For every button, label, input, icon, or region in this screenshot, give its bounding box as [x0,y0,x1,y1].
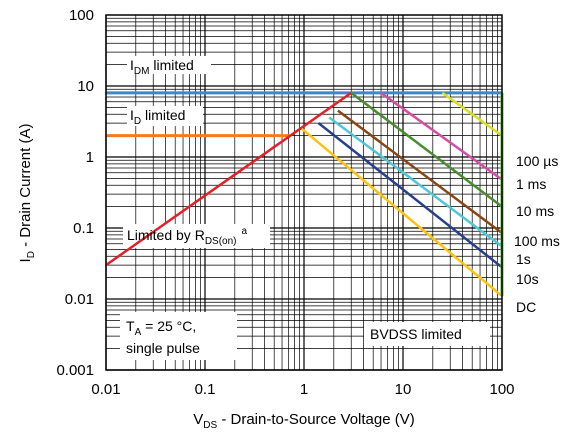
x-tick-label: 100 [489,381,514,398]
idm-limited-label: IDM limited [130,57,194,77]
series-label-100us: 100 µs [516,153,558,169]
series-line-100-ms [337,109,503,235]
ta-label-bg [120,312,237,360]
rds-limited-label: Limited by RDS(on)a [127,226,248,247]
label-backgrounds [120,56,490,360]
bvdss-label-bg [364,322,490,346]
y-tick-label: 0.001 [56,362,94,379]
series-label-1s: 1s [516,251,531,267]
y-tick-label: 100 [69,7,94,24]
x-tick-label: 0.1 [195,381,216,398]
series-line-10-ms [350,91,503,208]
pulse-label: single pulse [126,340,200,356]
y-tick-label: 10 [77,78,94,95]
series-line-dc [300,127,503,298]
x-axis-title: VDS - Drain-to-Source Voltage (V) [193,411,415,431]
y-axis-title: ID - Drain Current (A) [17,124,37,263]
y-tick-label: 0.01 [65,291,94,308]
x-tick-label: 0.01 [91,381,120,398]
y-tick-label: 1 [86,149,94,166]
series-label-dc: DC [516,299,536,315]
id-limited-label: ID limited [130,107,185,127]
series-label-10ms: 10 ms [516,203,554,219]
x-tick-label: 10 [395,381,412,398]
idm-label-bg [127,56,211,74]
bvdss-limited-label: BVDSS limited [370,326,462,342]
x-tick-label: 1 [300,381,308,398]
series-label-100ms: 100 ms [514,233,560,249]
series [105,91,504,298]
series-line-rds [105,91,352,267]
id-label-bg [127,106,203,126]
y-tick-label: 0.1 [73,220,94,237]
series-line-1-ms [380,91,503,181]
plot-frame [105,14,503,371]
series-label-1ms: 1 ms [516,176,546,192]
series-line-100-s [441,91,503,137]
series-label-10s: 10s [516,271,539,287]
ta-label: TA = 25 °C, [126,318,196,338]
series-line-10s [317,122,503,269]
series-line-1s [328,116,503,248]
